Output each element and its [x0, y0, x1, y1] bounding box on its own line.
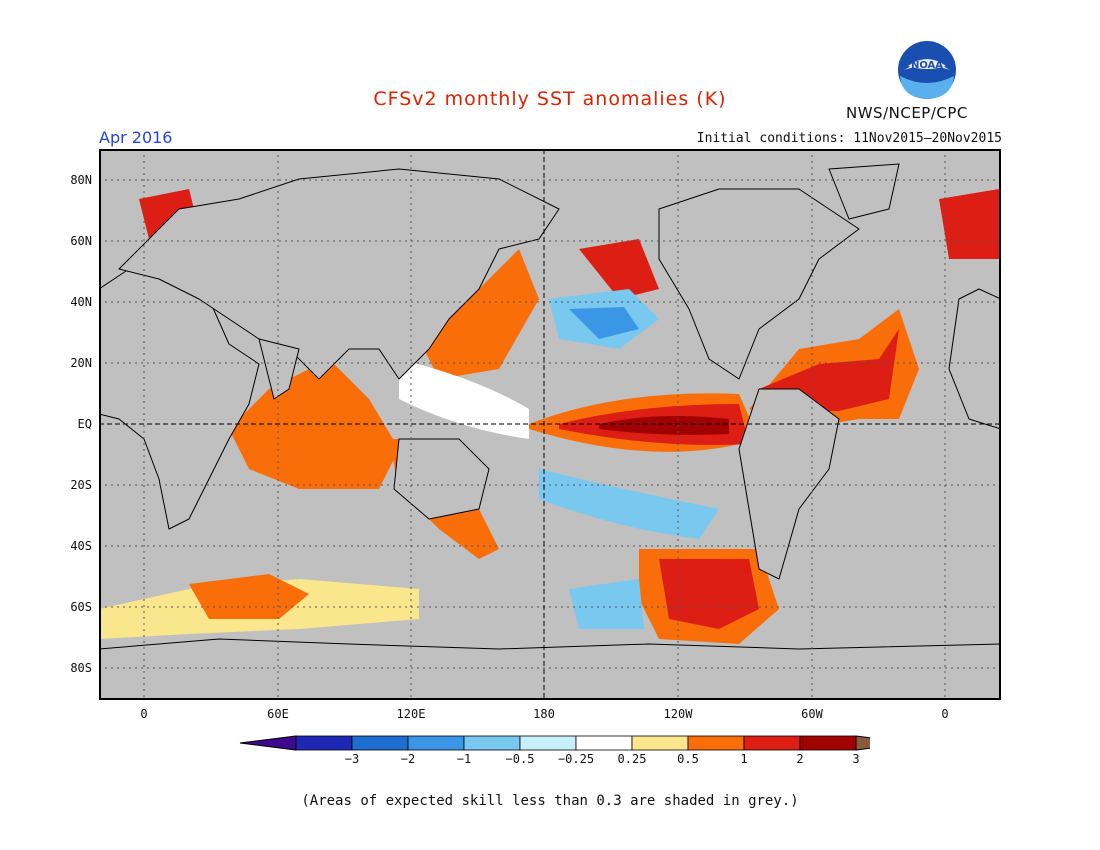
anomaly-shading — [99, 189, 999, 644]
colorbar-box — [463, 735, 521, 751]
lat-label: 60S — [70, 600, 92, 614]
colorbar-tick-label: −0.5 — [505, 752, 535, 766]
lon-label: 0 — [140, 707, 148, 721]
lon-label: 60E — [267, 707, 289, 721]
colorbar-box — [631, 735, 689, 751]
lon-label: 60W — [801, 707, 823, 721]
colorbar-tick-label: −0.25 — [557, 752, 595, 766]
colorbar-box — [351, 735, 409, 751]
colorbar-box — [407, 735, 465, 751]
lat-label: EQ — [77, 417, 92, 431]
colorbar-high-arrow — [855, 735, 870, 751]
forecast-month: Apr 2016 — [99, 128, 173, 147]
colorbar-tick-label: 1 — [740, 752, 748, 766]
lon-label: 0 — [941, 707, 949, 721]
colorbar-low-arrow — [239, 735, 297, 751]
colorbar-tick-label: 3 — [852, 752, 860, 766]
noaa-logo-text: NOAA — [911, 60, 943, 71]
agency-label: NWS/NCEP/CPC — [846, 104, 968, 122]
continent-outlines — [99, 163, 1001, 700]
colorbar-tick-label: 0.25 — [617, 752, 647, 766]
lat-label: 20N — [70, 356, 92, 370]
lon-label: 120E — [396, 707, 426, 721]
colorbar-tick-label: −1 — [456, 752, 472, 766]
map-title: CFSv2 monthly SST anomalies (K) — [373, 88, 727, 110]
initial-conditions: Initial conditions: 11Nov2015–20Nov2015 — [696, 131, 1002, 146]
colorbar-box — [295, 735, 353, 751]
colorbar-box — [799, 735, 857, 751]
lat-label: 60N — [70, 234, 92, 248]
lat-label: 80N — [70, 173, 92, 187]
lon-label: 120W — [663, 707, 693, 721]
colorbar-box — [743, 735, 801, 751]
footnote: (Areas of expected skill less than 0.3 a… — [301, 793, 799, 809]
reference-lines — [99, 149, 1001, 700]
lat-label: 80S — [70, 661, 92, 675]
map-frame — [99, 149, 1001, 700]
noaa-logo-icon: NOAA — [898, 41, 956, 99]
colorbar-box — [575, 735, 633, 751]
colorbar-tick-label: −2 — [400, 752, 416, 766]
lat-label: 40S — [70, 539, 92, 553]
colorbar — [239, 735, 870, 751]
colorbar-tick-label: 0.5 — [677, 752, 699, 766]
lon-label: 180 — [533, 707, 555, 721]
colorbar-box — [519, 735, 577, 751]
lat-label: 40N — [70, 295, 92, 309]
lat-label: 20S — [70, 478, 92, 492]
sst-anomaly-map — [99, 149, 1001, 700]
colorbar-box — [687, 735, 745, 751]
graticule — [99, 149, 1001, 700]
colorbar-tick-label: 2 — [796, 752, 804, 766]
colorbar-tick-label: −3 — [344, 752, 360, 766]
